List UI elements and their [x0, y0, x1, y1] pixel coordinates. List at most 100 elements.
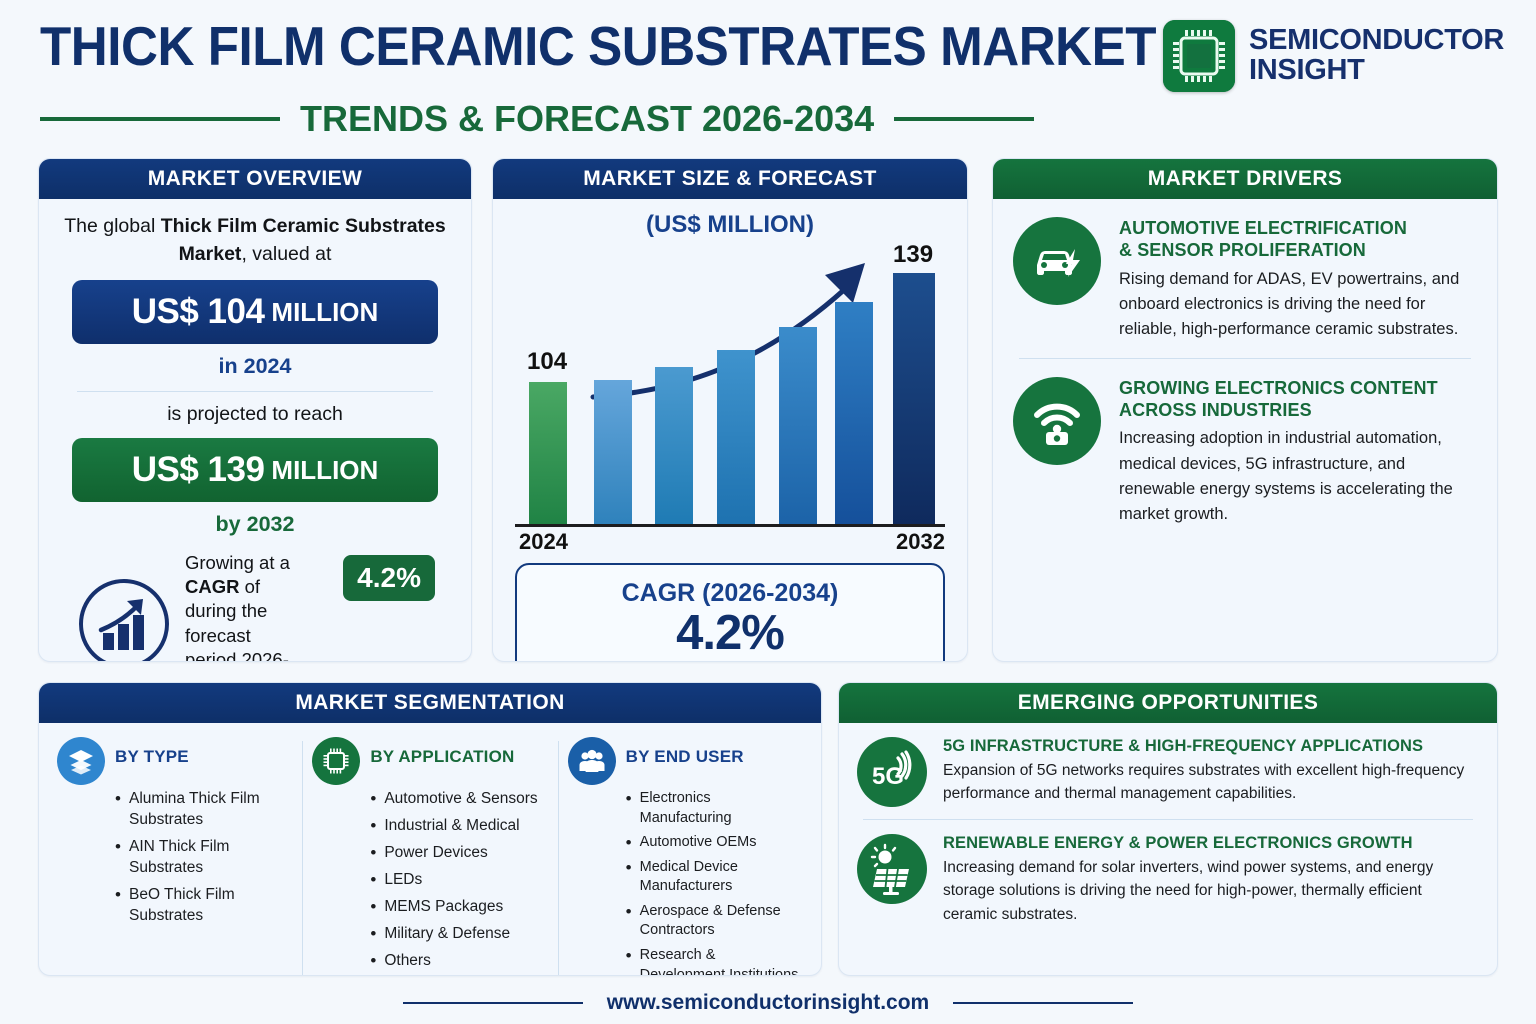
list-item: AIN Thick Film Substrates	[115, 836, 292, 879]
list-item: Others	[370, 950, 547, 973]
x-tick-2024: 2024	[519, 529, 568, 554]
footer-website[interactable]: www.semiconductorinsight.com	[606, 991, 930, 1014]
layers-icon	[57, 737, 105, 785]
market-segmentation-card: MARKET SEGMENTATION BY TYPE Alumina Thic…	[38, 682, 822, 976]
segment-by-type-list: Alumina Thick Film Substrates AIN Thick …	[57, 788, 292, 927]
segment-by-end-user-header: BY END USER	[567, 737, 803, 785]
chart-heading: MARKET SIZE & FORECAST	[493, 159, 967, 199]
opportunity-1-body: Expansion of 5G networks requires substr…	[943, 762, 1465, 803]
page-footer: www.semiconductorinsight.com	[38, 986, 1498, 1020]
growth-chart-icon	[77, 577, 171, 661]
bar-6	[893, 273, 935, 524]
driver-2-title-line2: ACROSS INDUSTRIES	[1119, 400, 1312, 421]
value-2032-pill: US$ 139 MILLION	[72, 438, 438, 503]
list-item: Automotive OEMs	[626, 832, 803, 854]
x-tick-2032: 2032	[896, 529, 945, 554]
value-2024-unit: MILLION	[271, 296, 379, 327]
list-item: Alumina Thick Film Substrates	[115, 788, 292, 831]
bar-2	[655, 367, 693, 524]
list-item: Power Devices	[370, 842, 547, 865]
value-2032-unit: MILLION	[271, 454, 379, 485]
overview-divider	[77, 391, 433, 393]
page-header: THICK FILM CERAMIC SUBSTRATES MARKET TRE…	[0, 0, 1536, 148]
bar-5	[835, 302, 873, 524]
chip-icon	[312, 737, 361, 785]
opportunity-2-body: Increasing demand for solar inverters, w…	[943, 859, 1434, 923]
subtitle-rule-right	[894, 117, 1035, 121]
market-overview-heading: MARKET OVERVIEW	[39, 159, 471, 199]
segment-by-type: BY TYPE Alumina Thick Film Substrates AI…	[47, 737, 302, 975]
value-2024-amount: US$ 104	[131, 292, 265, 332]
5g-signal-icon: 5G	[857, 737, 927, 807]
cagr-badge: 4.2%	[343, 555, 435, 602]
bar-label-2024: 104	[527, 348, 568, 375]
emerging-opportunities-heading: EMERGING OPPORTUNITIES	[839, 683, 1497, 723]
segment-by-end-user: BY END USER Electronics Manufacturing Au…	[557, 737, 813, 975]
opportunity-1-text: 5G INFRASTRUCTURE & HIGH-FREQUENCY APPLI…	[943, 737, 1477, 807]
market-size-forecast-card: MARKET SIZE & FORECAST (US$ MILLION)	[492, 158, 968, 662]
list-item: Research & Development Institutions	[626, 945, 803, 975]
driver-2-text: GROWING ELECTRONICS CONTENT ACROSS INDUS…	[1119, 377, 1475, 527]
lead-part-2: , valued at	[241, 242, 332, 265]
cagr-row: Growing at a CAGR of during the forecast…	[61, 537, 449, 662]
segment-by-end-user-list: Electronics Manufacturing Automotive OEM…	[568, 788, 803, 975]
driver-1-body: Rising demand for ADAS, EV powertrains, …	[1119, 269, 1460, 338]
segment-by-application: BY APPLICATION Automotive & Sensors Indu…	[302, 737, 557, 975]
market-overview-card: MARKET OVERVIEW The global Thick Film Ce…	[38, 158, 472, 662]
value-2024-pill: US$ 104 MILLION	[72, 280, 438, 345]
segmentation-columns: BY TYPE Alumina Thick Film Substrates AI…	[39, 723, 821, 975]
chart-cagr-label: CAGR (2026-2034)	[621, 578, 839, 607]
chart-cagr-box: CAGR (2026-2034) 4.2%	[515, 563, 945, 661]
driver-2-title-line1: GROWING ELECTRONICS CONTENT	[1119, 377, 1438, 398]
opportunity-2-text: RENEWABLE ENERGY & POWER ELECTRONICS GRO…	[943, 834, 1477, 926]
bar-1	[594, 380, 632, 524]
car-electric-icon	[1013, 217, 1101, 305]
cagr-desc-line2: CAGR of	[185, 575, 329, 599]
market-overview-body: The global Thick Film Ceramic Substrates…	[39, 199, 471, 662]
projected-label: is projected to reach	[167, 403, 343, 426]
emerging-opportunities-card: EMERGING OPPORTUNITIES 5G 5G INFRASTRUCT…	[838, 682, 1498, 976]
driver-item-1: AUTOMOTIVE ELECTRIFICATION & SENSOR PROL…	[993, 199, 1497, 342]
chart-unit-label: (US$ MILLION)	[646, 211, 814, 238]
driver-2-title: GROWING ELECTRONICS CONTENT ACROSS INDUS…	[1119, 377, 1475, 422]
list-item: Industrial & Medical	[370, 815, 547, 838]
list-item: LEDs	[370, 869, 547, 892]
value-2032-year: by 2032	[215, 512, 295, 537]
cagr-desc-line1: Growing at a	[185, 552, 290, 574]
market-segmentation-heading: MARKET SEGMENTATION	[39, 683, 821, 723]
opportunity-item-2: RENEWABLE ENERGY & POWER ELECTRONICS GRO…	[839, 820, 1497, 926]
brand-name: SEMICONDUCTOR INSIGHT	[1249, 26, 1504, 85]
brand-line-2: INSIGHT	[1249, 54, 1365, 86]
segment-by-type-header: BY TYPE	[57, 737, 292, 785]
list-item: Medical Device Manufacturers	[626, 857, 803, 897]
value-2032-amount: US$ 139	[131, 450, 265, 490]
cagr-description: Growing at a CAGR of during the forecast…	[185, 551, 329, 662]
footer-rule-right	[953, 1002, 1134, 1004]
overview-lead-text: The global Thick Film Ceramic Substrates…	[61, 213, 449, 268]
chart-x-axis	[515, 524, 945, 527]
brand-line-1: SEMICONDUCTOR	[1249, 24, 1504, 57]
list-item: BeO Thick Film Substrates	[115, 884, 292, 927]
list-item: Aerospace & Defense Contractors	[626, 901, 803, 941]
driver-1-text: AUTOMOTIVE ELECTRIFICATION & SENSOR PROL…	[1119, 217, 1475, 342]
segment-by-type-title: BY TYPE	[115, 747, 189, 766]
bar-4	[779, 327, 817, 524]
cagr-of: of	[239, 576, 261, 598]
cagr-desc-line4: period 2026-2034	[185, 648, 289, 662]
cagr-desc-line3: during the forecast	[185, 600, 268, 646]
bar-label-2032: 139	[893, 241, 934, 268]
page-title: THICK FILM CERAMIC SUBSTRATES MARKET	[40, 15, 1157, 77]
brand-logo: SEMICONDUCTOR INSIGHT	[1163, 20, 1504, 92]
segment-by-application-list: Automotive & Sensors Industrial & Medica…	[312, 788, 547, 973]
value-2024-year: in 2024	[218, 354, 292, 379]
driver-1-title: AUTOMOTIVE ELECTRIFICATION & SENSOR PROL…	[1119, 217, 1475, 262]
driver-item-2: GROWING ELECTRONICS CONTENT ACROSS INDUS…	[993, 359, 1497, 527]
wireless-sensor-icon	[1013, 376, 1101, 465]
footer-rule-left	[402, 1002, 583, 1004]
driver-1-title-line2: & SENSOR PROLIFERATION	[1119, 240, 1366, 261]
list-item: Military & Defense	[370, 923, 547, 946]
driver-1-title-line1: AUTOMOTIVE ELECTRIFICATION	[1119, 218, 1407, 238]
people-icon	[567, 737, 616, 785]
lead-part-1: The global	[64, 215, 161, 237]
